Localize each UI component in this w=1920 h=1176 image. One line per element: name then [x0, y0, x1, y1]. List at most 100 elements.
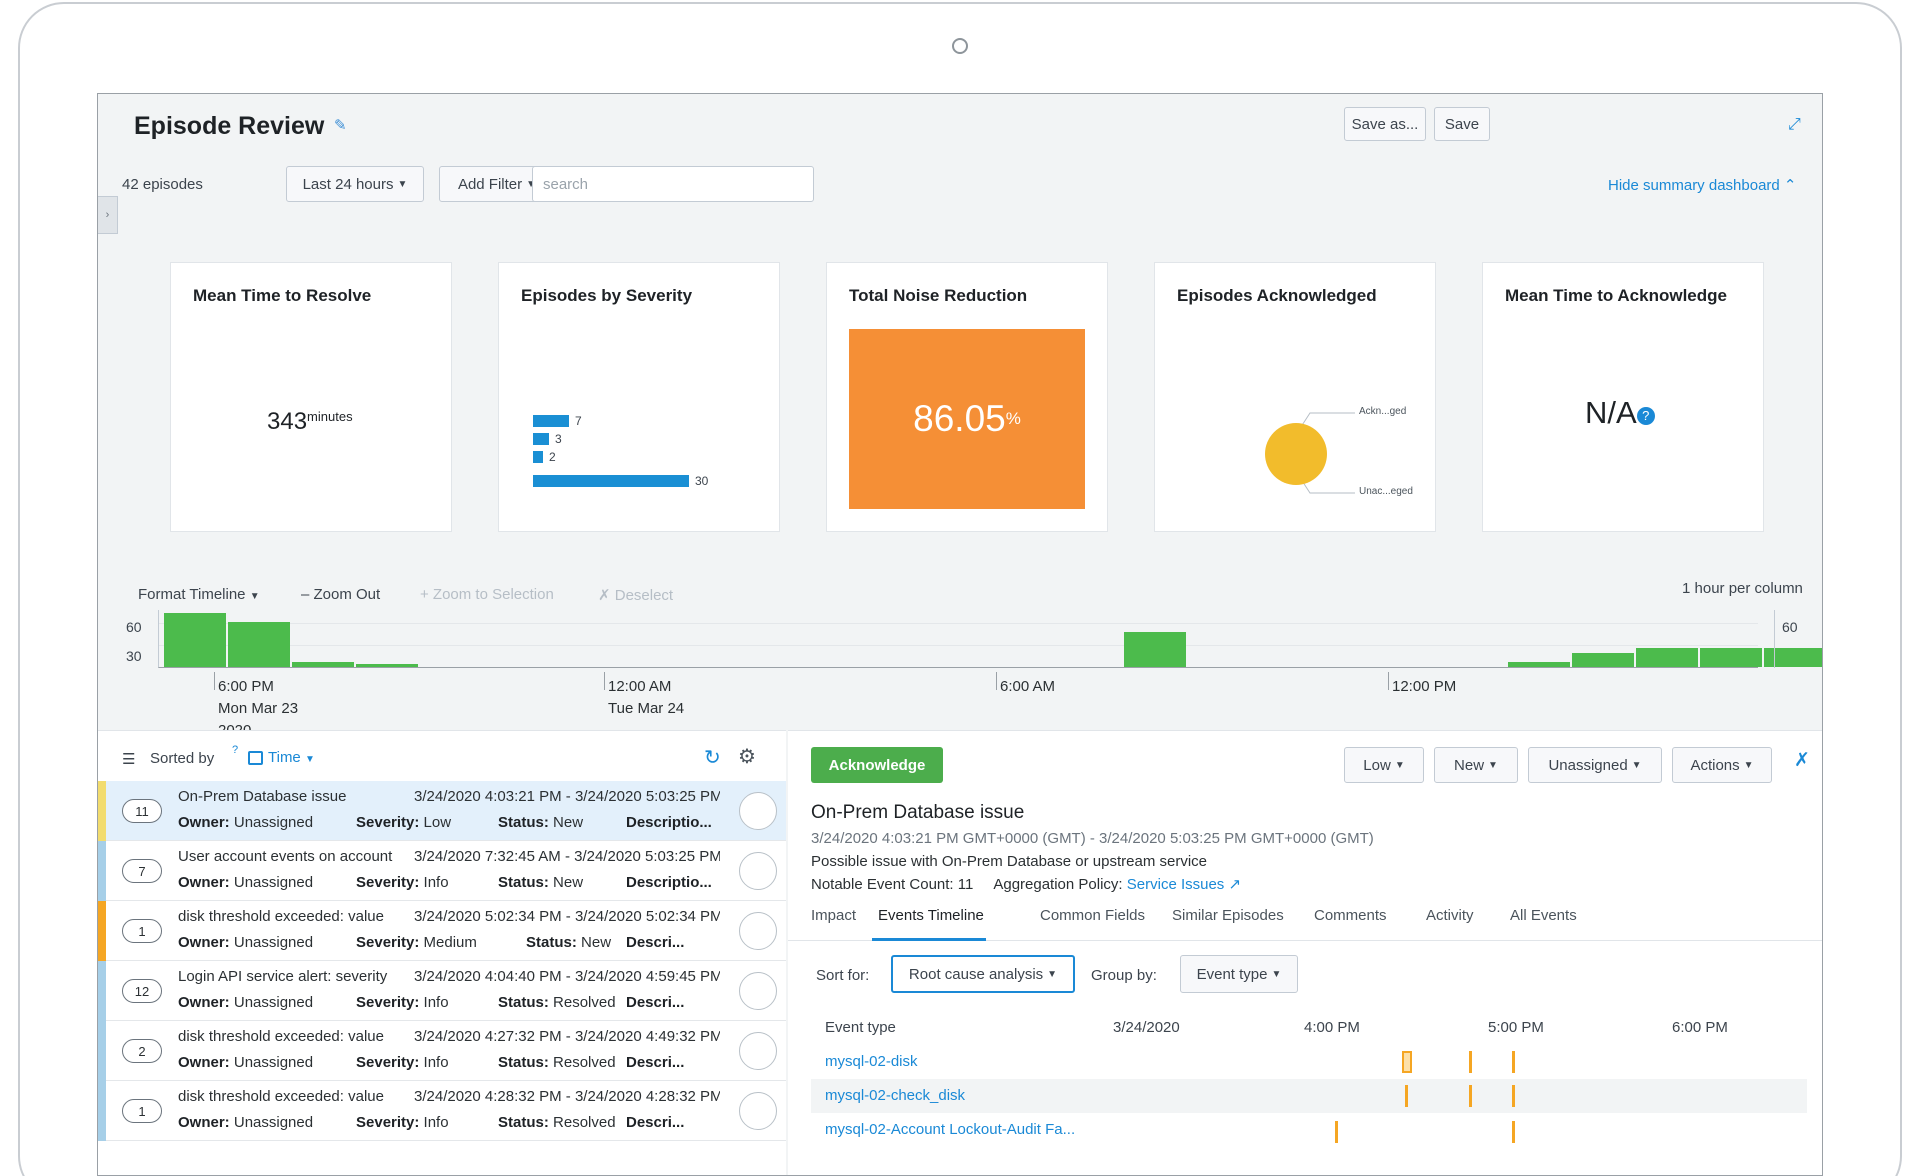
sort-field-dropdown[interactable]: Time ▼ [268, 749, 315, 766]
severity-bar-label: 3 [555, 432, 562, 446]
event-marker[interactable] [1512, 1051, 1515, 1073]
group-by-dropdown[interactable]: Event type ▼ [1180, 955, 1298, 993]
timeline-bar[interactable] [228, 622, 290, 667]
format-timeline-label: Format Timeline [138, 586, 246, 603]
tab-all-events[interactable]: All Events [1510, 907, 1577, 924]
severity-bar[interactable] [533, 451, 543, 463]
event-type-link[interactable]: mysql-02-check_disk [825, 1087, 966, 1104]
row-select-circle[interactable] [739, 1032, 777, 1070]
grid-line [159, 623, 1758, 624]
expand-icon[interactable]: ⤢ [1788, 116, 1801, 133]
caret-down-icon: ▼ [304, 754, 315, 765]
event-type-link[interactable]: mysql-02-disk [825, 1053, 918, 1070]
row-select-circle[interactable] [739, 972, 777, 1010]
severity-bar[interactable] [533, 433, 549, 445]
close-icon[interactable]: ✗ [1794, 750, 1810, 771]
tab-comments[interactable]: Comments [1314, 907, 1387, 924]
severity-stripe [98, 1081, 106, 1141]
hide-summary-link[interactable]: Hide summary dashboard ⌃ [1608, 176, 1797, 194]
episode-row[interactable]: 2 disk threshold exceeded: value 3/24/2020… [98, 1021, 786, 1081]
timeline-bar[interactable] [1508, 662, 1570, 667]
event-marker[interactable] [1405, 1085, 1408, 1107]
row-select-circle[interactable] [739, 912, 777, 950]
timeline-bar[interactable] [292, 662, 354, 667]
row-select-circle[interactable] [739, 792, 777, 830]
event-marker[interactable] [1512, 1085, 1515, 1107]
episode-row[interactable]: 1 disk threshold exceeded: value 3/24/2020… [98, 901, 786, 961]
status-value: New [553, 814, 584, 831]
actions-dropdown[interactable]: Actions ▼ [1672, 747, 1772, 783]
deselect-button[interactable]: ✗ Deselect [598, 587, 674, 604]
sort-checkbox[interactable] [248, 751, 263, 765]
caret-down-icon: ▼ [1047, 968, 1058, 980]
info-icon[interactable]: ? [1636, 406, 1655, 425]
gear-icon[interactable]: ⚙ [738, 746, 756, 768]
timeline-bar[interactable] [1124, 632, 1186, 667]
x-axis-label-line: Mon Mar 23 [218, 700, 299, 717]
owner-label: Owner: [178, 994, 230, 1011]
episode-row[interactable]: 11 On-Prem Database issue 3/24/2020 4:03:2… [98, 781, 786, 841]
caret-down-icon: ▼ [1394, 759, 1405, 771]
severity-bar-label: 7 [575, 414, 582, 428]
event-marker[interactable] [1512, 1121, 1515, 1143]
format-timeline-dropdown[interactable]: Format Timeline ▼ [138, 586, 260, 603]
timeline-histogram[interactable] [158, 610, 1822, 668]
tab-similar-episodes[interactable]: Similar Episodes [1172, 907, 1284, 924]
severity-dropdown[interactable]: Low ▼ [1344, 747, 1424, 783]
episode-row[interactable]: 1 disk threshold exceeded: value 3/24/2020… [98, 1081, 786, 1141]
timeline-bar[interactable] [1764, 648, 1822, 667]
event-row: mysql-02-Account Lockout-Audit Fa... [811, 1113, 1807, 1147]
sidebar-toggle[interactable]: › [98, 196, 118, 234]
owner-label: Owner: [178, 1054, 230, 1071]
row-select-circle[interactable] [739, 1092, 777, 1130]
timeline-bar[interactable] [1572, 653, 1634, 667]
timeline-hour-header: 6:00 PM [1672, 1019, 1728, 1036]
refresh-icon[interactable]: ↻ [704, 747, 721, 769]
help-icon[interactable]: ? [232, 744, 239, 756]
timeline-bar[interactable] [164, 613, 226, 667]
card-episodes-by-severity: Episodes by Severity 7 3 2 30 [498, 262, 780, 532]
timeline-bar[interactable] [356, 664, 418, 667]
zoom-out-button[interactable]: – Zoom Out [301, 586, 381, 603]
pie-label-acknowledged: Ackn...ged [1359, 406, 1407, 417]
sort-list-icon: ☰ [122, 751, 136, 768]
episode-row[interactable]: 12 Login API service alert: severity 3/24/… [98, 961, 786, 1021]
time-range-dropdown[interactable]: Last 24 hours ▼ [286, 166, 424, 202]
severity-bar-label: 2 [549, 450, 556, 464]
status-label: Status: [498, 874, 549, 891]
episode-title: User account events on account [178, 848, 393, 865]
status-value: Resolved [553, 1054, 616, 1071]
event-marker[interactable] [1469, 1051, 1472, 1073]
tab-activity[interactable]: Activity [1426, 907, 1474, 924]
save-as-button[interactable]: Save as... [1344, 107, 1426, 141]
severity-label: Severity: [356, 1054, 420, 1071]
search-input[interactable] [532, 166, 814, 202]
tab-events-timeline[interactable]: Events Timeline [878, 907, 984, 924]
acknowledge-button[interactable]: Acknowledge [811, 747, 943, 783]
sort-for-dropdown[interactable]: Root cause analysis ▼ [891, 955, 1075, 993]
event-marker[interactable] [1469, 1085, 1472, 1107]
save-button[interactable]: Save [1434, 107, 1490, 141]
owner-dropdown[interactable]: Unassigned ▼ [1528, 747, 1662, 783]
status-dropdown[interactable]: New ▼ [1434, 747, 1518, 783]
timeline-bar[interactable] [1636, 648, 1698, 667]
severity-bar[interactable] [533, 475, 689, 487]
tab-common-fields[interactable]: Common Fields [1040, 907, 1146, 924]
row-select-circle[interactable] [739, 852, 777, 890]
tab-impact[interactable]: Impact [811, 907, 857, 924]
episode-count: 42 episodes [122, 176, 203, 193]
severity-bar[interactable] [533, 415, 569, 427]
actions-dropdown-label: Actions [1690, 756, 1740, 774]
episode-title: disk threshold exceeded: value [178, 1088, 384, 1105]
y-tick: 60 [126, 619, 142, 635]
event-type-link[interactable]: mysql-02-Account Lockout-Audit Fa... [825, 1121, 1076, 1138]
timeline-bar[interactable] [1700, 648, 1762, 667]
event-marker[interactable] [1402, 1051, 1412, 1073]
zoom-to-selection-button[interactable]: + Zoom to Selection [420, 586, 554, 603]
episode-severity: Severity: Info [356, 1114, 449, 1131]
episode-row[interactable]: 7 User account events on account 3/24/2020… [98, 841, 786, 901]
policy-link[interactable]: Service Issues ↗ [1127, 876, 1241, 893]
pencil-icon[interactable]: ✎ [334, 117, 347, 134]
severity-label: Severity: [356, 814, 420, 831]
event-marker[interactable] [1335, 1121, 1338, 1143]
